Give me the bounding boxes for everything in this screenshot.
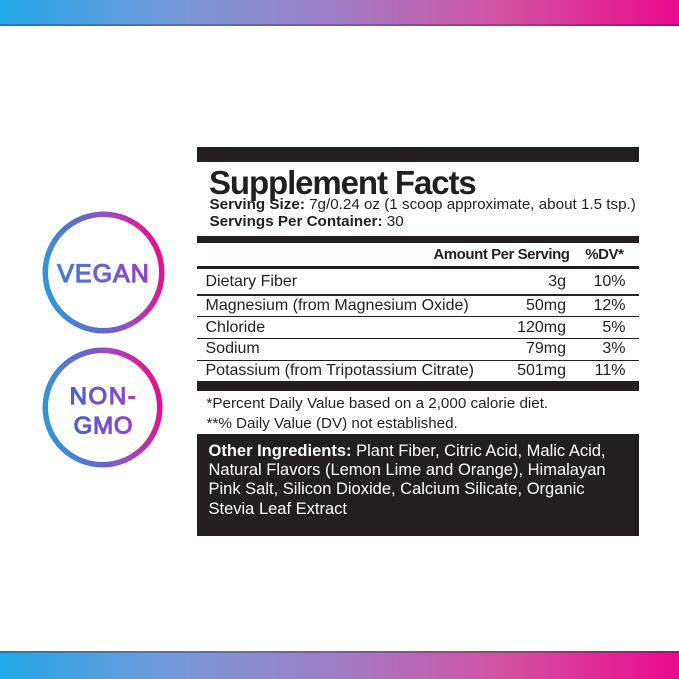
svg-text:GMO: GMO (74, 412, 134, 439)
svg-text:VEGAN: VEGAN (57, 260, 150, 288)
svg-text:NON-: NON- (70, 383, 138, 410)
